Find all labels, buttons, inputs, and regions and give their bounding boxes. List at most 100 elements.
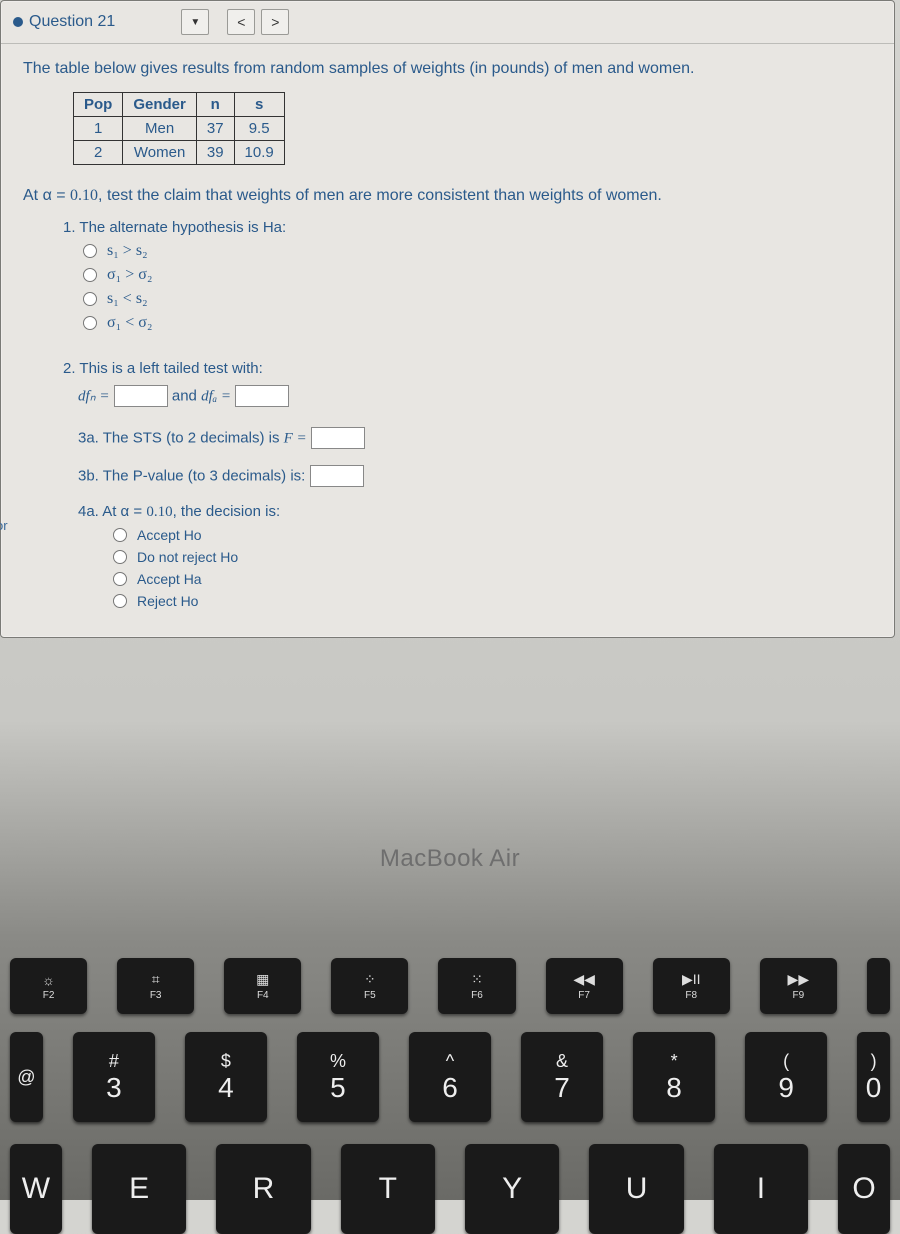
fn-key[interactable] <box>867 958 890 1014</box>
q3a-row: 3a. The STS (to 2 decimals) is F = <box>78 427 872 449</box>
q4a-option[interactable]: Do not reject Ho <box>113 549 872 565</box>
fn-key[interactable]: ▦ F4 <box>224 958 301 1014</box>
key-letter: U <box>626 1172 648 1206</box>
quiz-panel: Question 21 ▼ < > The table below gives … <box>0 0 895 638</box>
table-cell: 9.5 <box>234 117 284 141</box>
key-label: F7 <box>578 990 590 1001</box>
key-letter: E <box>129 1172 149 1206</box>
letter-key[interactable]: Y <box>465 1144 559 1234</box>
letter-key[interactable]: O <box>838 1144 890 1234</box>
sts-input[interactable] <box>311 427 365 449</box>
num-key[interactable]: )0 <box>857 1032 890 1122</box>
q1-option[interactable]: s₁ > s₂ <box>83 242 872 260</box>
num-key[interactable]: ^6 <box>409 1032 491 1122</box>
table-header: s <box>234 93 284 117</box>
radio-input[interactable] <box>83 316 97 330</box>
question-dropdown[interactable]: ▼ <box>181 9 209 35</box>
table-cell: 10.9 <box>234 141 284 165</box>
q1-option[interactable]: σ₁ < σ₂ <box>83 314 872 332</box>
radio-input[interactable] <box>83 268 97 282</box>
radio-input[interactable] <box>113 550 127 564</box>
option-text: σ₁ > σ₂ <box>107 266 152 284</box>
option-text: Reject Ho <box>137 593 198 609</box>
q1-option[interactable]: σ₁ > σ₂ <box>83 266 872 284</box>
q3b-row: 3b. The P-value (to 3 decimals) is: <box>78 465 872 487</box>
keyboard-num-row: @ #3 $4 %5 ^6 &7 *8 (9 )0 <box>0 1032 900 1122</box>
fn-key[interactable]: ▶▶F9 <box>760 958 837 1014</box>
f-symbol: F = <box>284 431 307 447</box>
q3a-label: 3a. The STS (to 2 decimals) is <box>78 430 279 447</box>
alpha-value: 0.10 <box>70 187 98 204</box>
radio-input[interactable] <box>83 292 97 306</box>
rewind-icon: ◀◀ <box>573 971 595 988</box>
key-label: F6 <box>471 990 483 1001</box>
dfd-label: dfₐ = <box>201 389 231 405</box>
key-label: F3 <box>150 990 162 1001</box>
table-cell: Women <box>123 141 197 165</box>
next-button[interactable]: > <box>261 9 289 35</box>
table-header: n <box>196 93 234 117</box>
keyboard-fn-row: ☼F2 ⌗ F3 ▦ F4 ⁘F5 ⁙ F6 ◀◀ F7 ▶IIF8 ▶▶F9 <box>0 958 900 1014</box>
num-key[interactable]: *8 <box>633 1032 715 1122</box>
radio-input[interactable] <box>113 528 127 542</box>
alpha-instruction: At α = 0.10, test the claim that weights… <box>23 187 872 205</box>
mission-icon: ⌗ <box>152 971 160 988</box>
letter-key[interactable]: R <box>216 1144 310 1234</box>
key-number: 8 <box>666 1072 682 1104</box>
pvalue-input[interactable] <box>310 465 364 487</box>
table-cell: 1 <box>74 117 123 141</box>
key-label: F9 <box>792 990 804 1001</box>
key-label: F4 <box>257 990 269 1001</box>
fn-key[interactable]: ⁙ F6 <box>438 958 515 1014</box>
num-key[interactable]: #3 <box>73 1032 155 1122</box>
prev-button[interactable]: < <box>227 9 255 35</box>
fn-key[interactable]: ◀◀ F7 <box>546 958 623 1014</box>
alpha-value: 0.10 <box>146 504 172 520</box>
status-dot-icon <box>13 17 23 27</box>
text: , the decision is: <box>173 503 281 520</box>
num-key[interactable]: (9 <box>745 1032 827 1122</box>
radio-input[interactable] <box>113 594 127 608</box>
macbook-label: MacBook Air <box>0 845 900 873</box>
option-text: s₁ > s₂ <box>107 242 148 260</box>
q1-label: 1. The alternate hypothesis is Ha: <box>63 219 872 236</box>
num-key[interactable]: &7 <box>521 1032 603 1122</box>
radio-input[interactable] <box>113 572 127 586</box>
key-symbol: ) <box>871 1051 877 1072</box>
q4a-option[interactable]: Accept Ho <box>113 527 872 543</box>
question-title: Question 21 <box>29 13 115 31</box>
key-label: F5 <box>364 990 376 1001</box>
fn-key[interactable]: ⌗ F3 <box>117 958 194 1014</box>
num-key[interactable]: %5 <box>297 1032 379 1122</box>
key-letter: Y <box>502 1172 522 1206</box>
num-key[interactable]: @ <box>10 1032 43 1122</box>
dfn-input[interactable] <box>114 385 168 407</box>
text: At α = <box>23 187 70 204</box>
key-symbol: * <box>671 1051 678 1072</box>
key-symbol: @ <box>17 1067 35 1088</box>
radio-input[interactable] <box>83 244 97 258</box>
option-text: Do not reject Ho <box>137 549 238 565</box>
letter-key[interactable]: I <box>714 1144 808 1234</box>
q1-option[interactable]: s₁ < s₂ <box>83 290 872 308</box>
q4a-option[interactable]: Accept Ha <box>113 571 872 587</box>
key-number: 7 <box>554 1072 570 1104</box>
key-letter: I <box>757 1172 765 1206</box>
q4a-option[interactable]: Reject Ho <box>113 593 872 609</box>
dfn-label: dfₙ = <box>78 389 110 405</box>
fn-key[interactable]: ☼F2 <box>10 958 87 1014</box>
kb-bright-icon: ⁙ <box>471 971 483 988</box>
letter-key[interactable]: T <box>341 1144 435 1234</box>
key-letter: O <box>852 1172 875 1206</box>
launchpad-icon: ▦ <box>256 971 269 988</box>
letter-key[interactable]: E <box>92 1144 186 1234</box>
letter-key[interactable]: W <box>10 1144 62 1234</box>
question-header: Question 21 ▼ < > <box>1 1 894 43</box>
letter-key[interactable]: U <box>589 1144 683 1234</box>
option-text: s₁ < s₂ <box>107 290 148 308</box>
dfd-input[interactable] <box>235 385 289 407</box>
fn-key[interactable]: ▶IIF8 <box>653 958 730 1014</box>
fn-key[interactable]: ⁘F5 <box>331 958 408 1014</box>
num-key[interactable]: $4 <box>185 1032 267 1122</box>
keyboard-letter-row: W E R T Y U I O <box>0 1144 900 1234</box>
